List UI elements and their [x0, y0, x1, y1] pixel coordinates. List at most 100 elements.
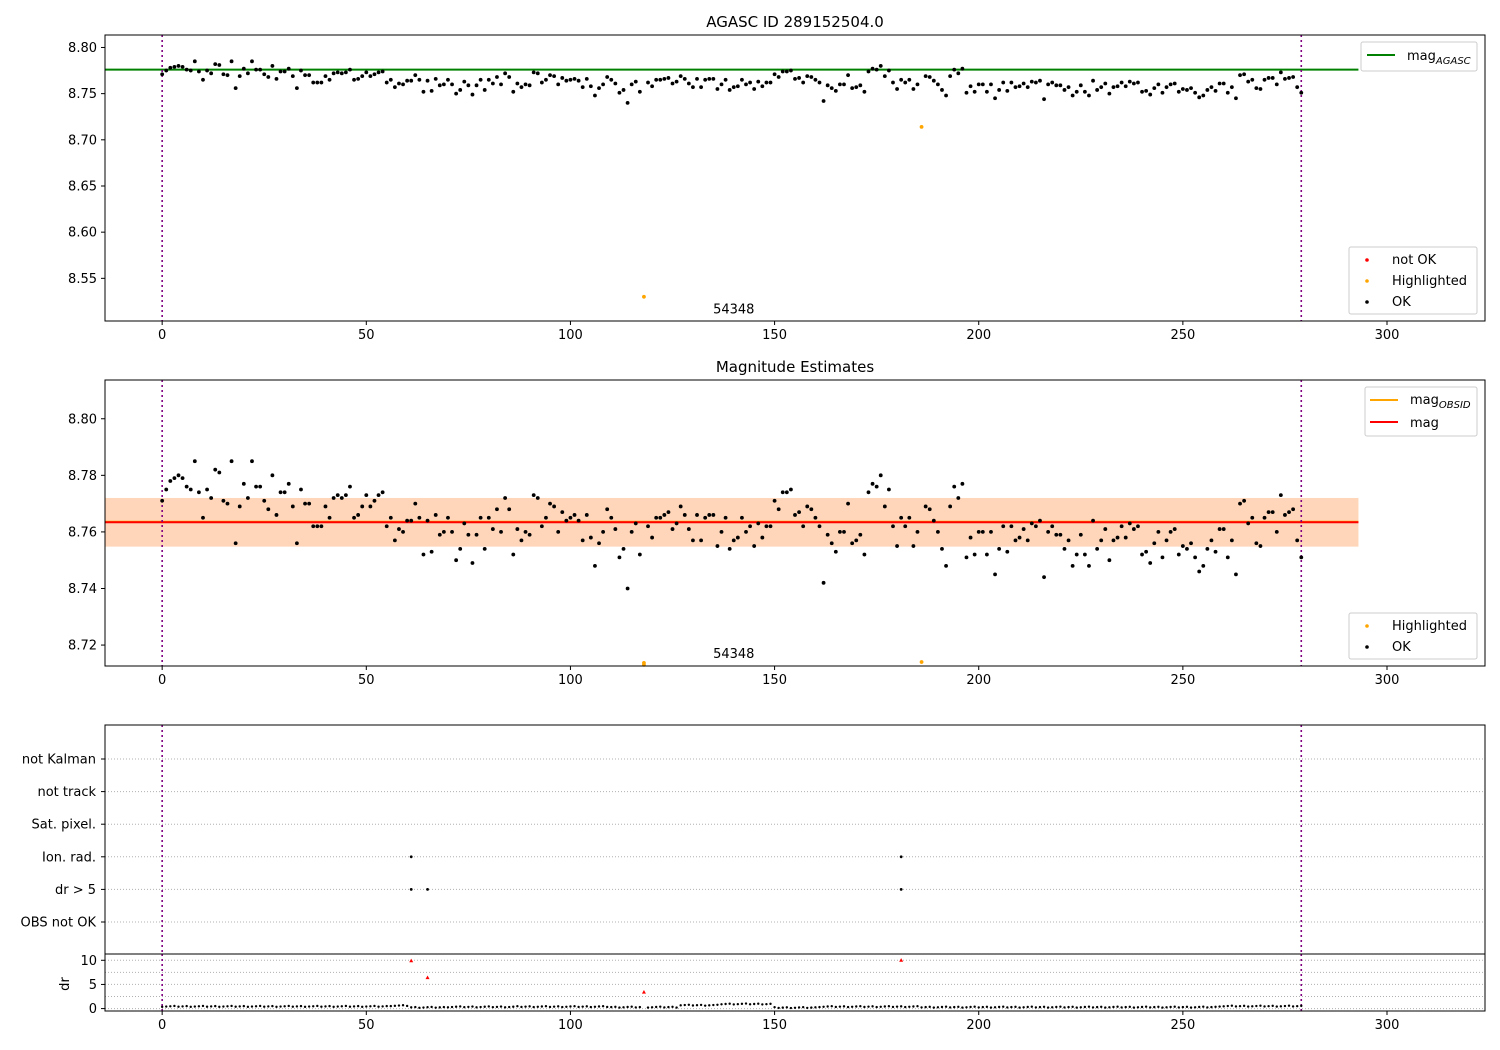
dr-point — [401, 1004, 405, 1007]
ok-point — [327, 515, 332, 520]
dr-point — [479, 1005, 482, 1009]
dr-point — [234, 1005, 237, 1008]
dr-point — [842, 1005, 846, 1008]
highlighted-point — [919, 124, 924, 129]
dr-point — [605, 1005, 609, 1009]
ok-point — [923, 74, 928, 78]
ok-point — [384, 80, 389, 85]
ok-point — [1189, 541, 1193, 546]
x-tick-label: 200 — [966, 1018, 991, 1033]
dr-point — [1087, 1005, 1091, 1008]
ok-point — [940, 546, 944, 551]
ok-point — [1119, 524, 1124, 529]
dr-point — [1300, 1004, 1303, 1008]
ok-point — [1152, 541, 1157, 546]
ok-point — [935, 530, 940, 534]
ok-point — [931, 78, 936, 83]
ok-point — [625, 100, 630, 105]
ok-point — [580, 538, 585, 543]
ok-point — [662, 76, 667, 81]
dr-point — [475, 1006, 478, 1009]
dr-point — [785, 1006, 789, 1009]
dr-point — [242, 1004, 246, 1008]
ok-point — [1262, 77, 1267, 82]
ok-point — [560, 76, 565, 80]
ok-point — [703, 515, 708, 520]
dr-point — [634, 1006, 637, 1009]
ok-point — [1168, 530, 1173, 534]
ok-point — [539, 80, 544, 85]
ok-point — [686, 81, 691, 86]
ok-point — [564, 518, 569, 523]
ok-point — [495, 507, 499, 512]
ok-point — [874, 67, 879, 72]
dr-point — [1259, 1004, 1262, 1007]
ok-point — [952, 484, 957, 489]
dr-point — [1189, 1006, 1193, 1009]
ok-point — [466, 83, 471, 88]
dr-point — [1238, 1004, 1242, 1008]
x-tick-label: 100 — [558, 1018, 583, 1033]
ok-point — [454, 558, 459, 563]
dr-point — [593, 1005, 597, 1008]
ok-point — [548, 73, 552, 78]
ok-point — [1189, 86, 1193, 90]
ok-point — [1242, 498, 1247, 503]
dr-point — [1100, 1005, 1103, 1009]
ok-point — [1209, 538, 1214, 543]
highlighted-point — [642, 294, 646, 299]
dr-point — [687, 1003, 691, 1006]
ok-point — [372, 498, 377, 503]
ok-point — [507, 75, 512, 79]
dr-point — [1226, 1004, 1229, 1008]
dr-point — [1116, 1005, 1119, 1008]
ok-point — [392, 85, 397, 90]
dr-point — [442, 1005, 446, 1009]
ok-point — [621, 88, 626, 92]
dr-flagged-point — [641, 989, 646, 994]
x-tick-label: 300 — [1375, 1018, 1400, 1033]
ok-point — [1025, 538, 1030, 543]
ok-point — [1078, 83, 1083, 88]
ok-point — [931, 518, 936, 523]
ok-point — [274, 513, 279, 517]
dr-point — [663, 1006, 666, 1009]
flag-label: not Kalman — [22, 753, 96, 768]
ok-point — [601, 530, 606, 534]
ok-point — [184, 67, 189, 72]
ok-point — [270, 64, 275, 68]
ok-point — [1205, 546, 1210, 551]
ok-point — [911, 544, 916, 548]
ok-point — [1115, 535, 1120, 540]
dr-point — [361, 1005, 364, 1009]
dr-point — [781, 1006, 784, 1009]
ok-point — [495, 75, 499, 79]
ok-point — [756, 521, 761, 526]
dr-point — [365, 1005, 368, 1008]
dr-point — [536, 1005, 539, 1008]
ok-point — [1066, 85, 1071, 90]
dr-point — [438, 1006, 441, 1009]
ok-point — [584, 513, 589, 517]
dr-flagged-point — [899, 958, 904, 962]
ok-point — [584, 76, 589, 81]
flag-point — [409, 888, 413, 891]
dr-point — [189, 1005, 192, 1009]
ok-point — [866, 69, 871, 74]
dr-point — [1165, 1006, 1168, 1009]
dr-point — [422, 1006, 425, 1009]
legend-label-ok: OK — [1392, 295, 1411, 310]
ok-point — [1123, 535, 1128, 540]
ok-point — [535, 496, 540, 500]
ok-point — [1013, 85, 1018, 90]
ok-point — [348, 484, 352, 489]
ok-point — [621, 546, 626, 551]
dr-point — [197, 1005, 201, 1008]
dr-point — [961, 1006, 964, 1009]
ok-point — [1070, 563, 1075, 568]
ok-point — [176, 64, 181, 68]
ok-point — [1062, 88, 1067, 92]
ok-point — [250, 459, 254, 464]
dr-point — [1083, 1005, 1087, 1009]
dr-point — [463, 1005, 466, 1009]
